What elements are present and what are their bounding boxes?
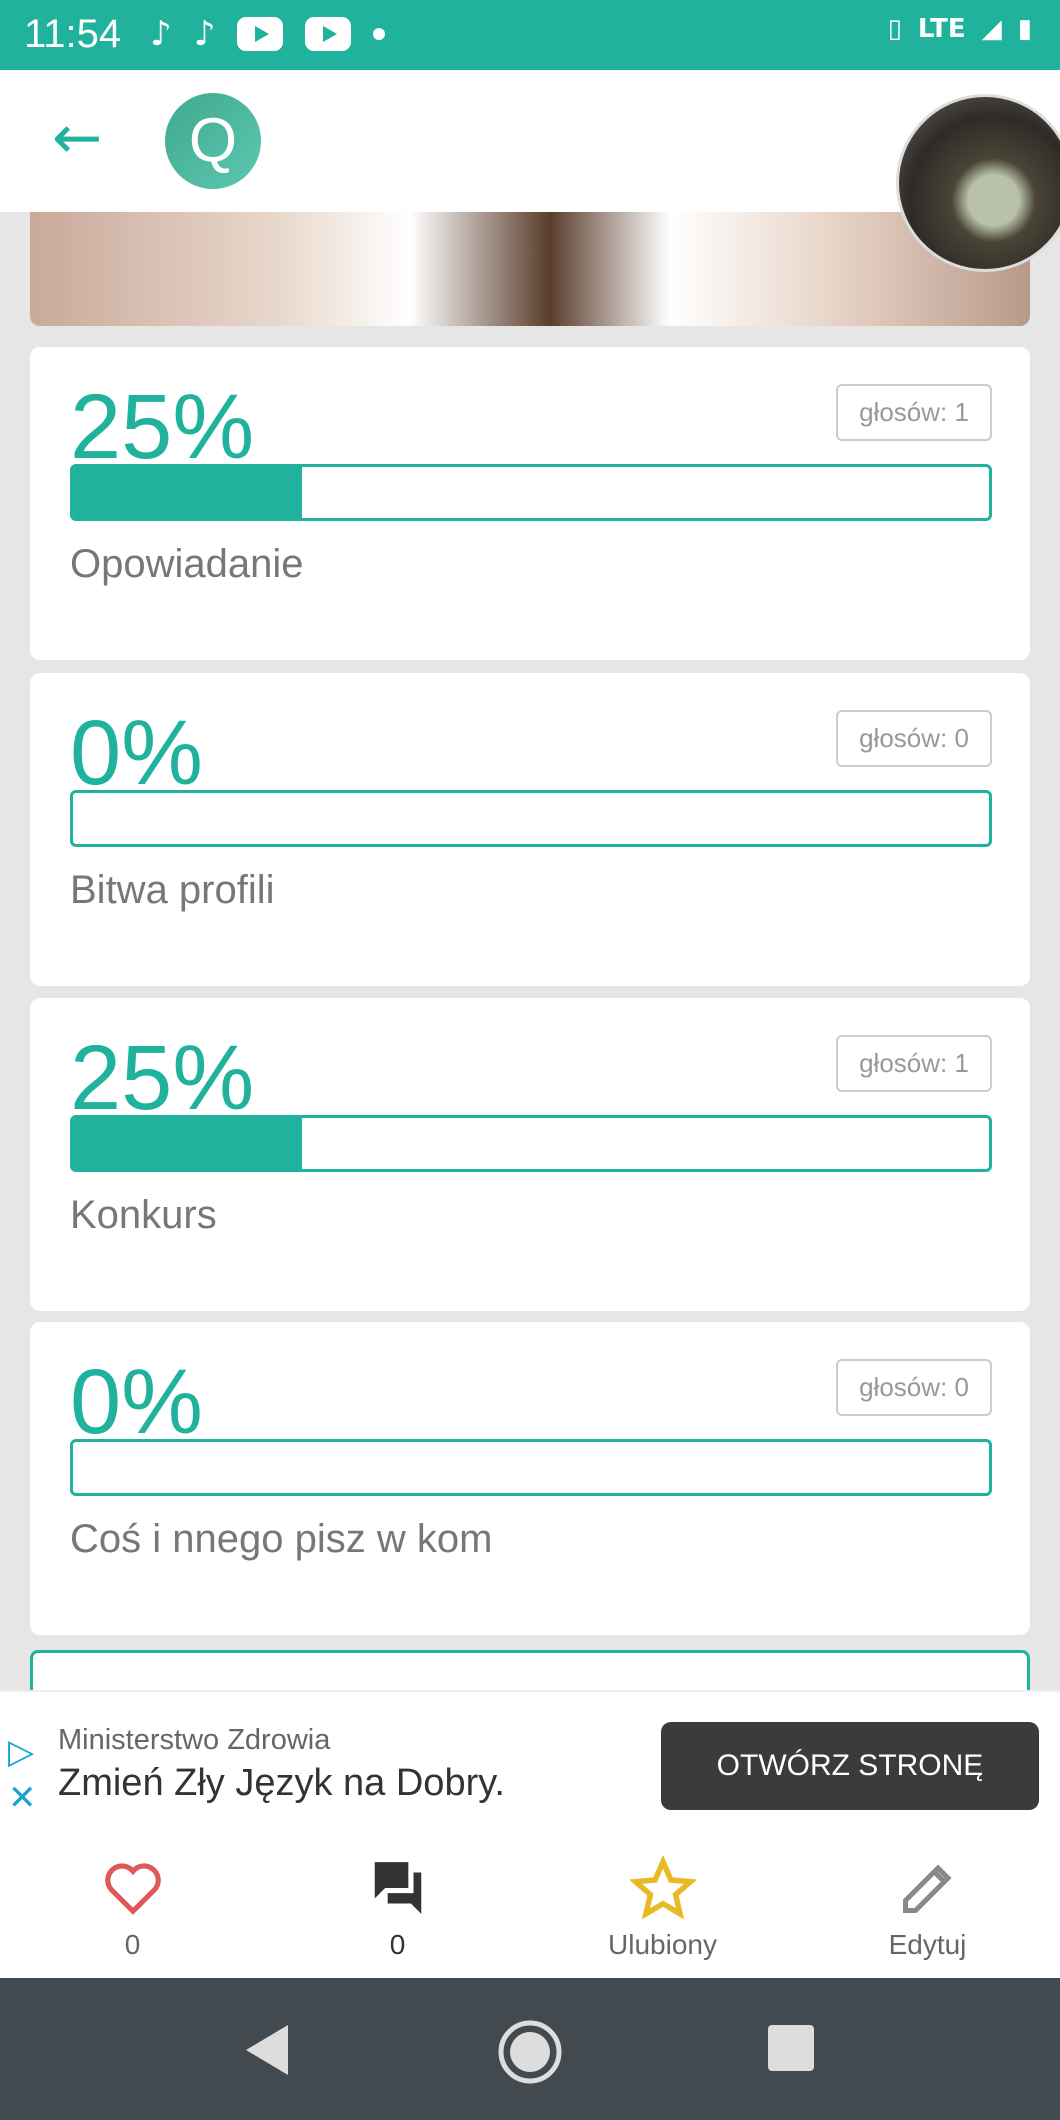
progress-fill — [73, 467, 302, 518]
option-label: Bitwa profili — [70, 868, 275, 912]
battery-charging-icon: ▮ — [1017, 14, 1032, 44]
option-progress-bar — [70, 464, 992, 521]
edit-label: Edytuj — [888, 1929, 967, 1960]
option-progress-bar — [70, 1115, 992, 1172]
user-avatar[interactable] — [896, 94, 1060, 272]
option-percent: 0% — [70, 702, 203, 804]
comments-button[interactable]: 0 — [265, 1835, 530, 1978]
vote-count-badge: głosów: 0 — [836, 710, 992, 767]
ad-sponsor: Ministerstwo Zdrowia — [58, 1724, 331, 1756]
lte-icon: LTE — [917, 14, 966, 44]
system-nav-bar — [0, 1978, 1060, 2120]
nav-recents-icon[interactable] — [768, 2025, 814, 2071]
option-percent: 0% — [70, 1351, 203, 1453]
vote-count-badge: głosów: 1 — [836, 1035, 992, 1092]
option-percent: 25% — [70, 376, 255, 478]
tiktok-icon: ♪ — [150, 14, 172, 54]
ad-open-button[interactable]: OTWÓRZ STRONĘ — [661, 1722, 1039, 1810]
option-label: Opowiadanie — [70, 542, 304, 586]
option-label: Konkurs — [70, 1193, 217, 1237]
more-notifications-icon — [373, 28, 386, 40]
nav-home-icon[interactable] — [497, 2019, 563, 2085]
youtube-icon — [237, 17, 284, 51]
favorite-button[interactable]: Ulubiony — [530, 1835, 795, 1978]
ad-banner[interactable]: ▷ ✕ Ministerstwo Zdrowia Zmień Zły Język… — [0, 1690, 1060, 1835]
app-logo[interactable]: Q — [165, 93, 261, 189]
bottom-action-bar: 0 0 Ulubiony Edytuj — [0, 1835, 1060, 1978]
tiktok-icon: ♪ — [193, 14, 216, 54]
edit-button[interactable]: Edytuj — [795, 1835, 1060, 1978]
vote-count-badge: głosów: 1 — [836, 384, 992, 441]
option-percent: 25% — [70, 1027, 255, 1129]
youtube-icon — [305, 17, 352, 51]
signal-icon: ◢ — [981, 14, 1002, 44]
progress-fill — [73, 1118, 302, 1169]
comments-icon — [374, 1862, 421, 1914]
ad-close-icon[interactable]: ✕ — [8, 1778, 37, 1818]
option-label: Coś i nnego pisz w kom — [70, 1517, 493, 1561]
back-arrow-icon[interactable]: ← — [52, 103, 103, 173]
like-button[interactable]: 0 — [0, 1835, 265, 1978]
status-bar: 11:54 ♪ ♪ ▯ LTE ◢ ▮ — [0, 0, 1060, 70]
poll-option-card[interactable]: 0% głosów: 0 Bitwa profili — [30, 673, 1030, 986]
ad-title: Zmień Zły Język na Dobry. — [58, 1762, 505, 1804]
comments-count: 0 — [389, 1929, 406, 1960]
poll-option-card[interactable]: 25% głosów: 1 Konkurs — [30, 998, 1030, 1311]
ad-info-icon[interactable]: ▷ — [8, 1732, 35, 1772]
favorite-label: Ulubiony — [608, 1929, 717, 1960]
heart-icon — [104, 1863, 161, 1915]
nav-back-icon[interactable] — [242, 2023, 292, 2077]
vibrate-icon: ▯ — [887, 14, 902, 44]
pencil-icon — [902, 1864, 952, 1913]
option-progress-bar — [70, 1439, 992, 1496]
poll-option-card[interactable]: 0% głosów: 0 Coś i nnego pisz w kom — [30, 1322, 1030, 1635]
option-progress-bar — [70, 790, 992, 847]
star-icon — [629, 1856, 696, 1920]
poll-option-card[interactable]: 25% głosów: 1 Opowiadanie — [30, 347, 1030, 660]
likes-count: 0 — [124, 1929, 141, 1960]
poll-cover-image — [30, 190, 1030, 326]
status-time: 11:54 — [24, 12, 122, 56]
app-header: ← Q — [0, 70, 1060, 212]
vote-count-badge: głosów: 0 — [836, 1359, 992, 1416]
